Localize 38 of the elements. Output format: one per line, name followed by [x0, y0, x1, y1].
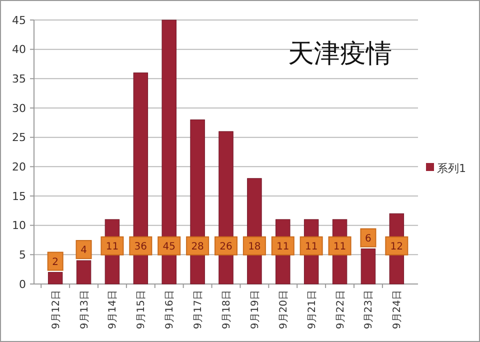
y-tick-label: 30	[12, 102, 26, 115]
y-tick-label: 35	[12, 72, 26, 86]
data-label: 26	[220, 241, 232, 252]
y-tick-label: 45	[12, 14, 26, 27]
text: 天津疫情	[288, 39, 392, 69]
x-tick-label: 9月17日	[193, 290, 204, 330]
y-tick-label: 5	[19, 248, 26, 262]
x-tick-label: 9月24日	[392, 290, 404, 330]
data-label: 6	[365, 233, 372, 244]
data-label: 12	[390, 241, 404, 252]
y-tick-label: 25	[12, 131, 26, 144]
x-tick-label: 9月12日	[50, 290, 62, 330]
data-label: 28	[191, 241, 204, 252]
data-label: 18	[248, 241, 261, 252]
data-label: 2	[52, 256, 59, 268]
data-label: 4	[80, 245, 87, 256]
data-label: 36	[134, 241, 148, 252]
legend-label: 系列1	[437, 162, 466, 175]
y-tick-label: 20	[12, 160, 26, 174]
y-tick-label: 40	[12, 43, 26, 56]
data-label: 11	[304, 241, 318, 252]
y-tick-label: 15	[12, 190, 26, 203]
x-tick-label: 9月23日	[364, 290, 375, 330]
x-tick-label: 9月21日	[306, 290, 318, 330]
x-tick-label: 9月22日	[335, 290, 346, 330]
x-tick-label: 9月14日	[108, 290, 119, 330]
data-label: 11	[276, 241, 290, 252]
x-tick-label: 9月13日	[79, 290, 90, 330]
data-label: 11	[333, 241, 346, 252]
x-tick-label: 9月18日	[222, 290, 232, 330]
y-tick-label: 0	[19, 278, 26, 291]
data-label: 11	[106, 241, 119, 252]
x-tick-label: 9月19日	[250, 290, 261, 330]
x-tick-label: 9月15日	[136, 290, 148, 330]
y-tick-label: 10	[12, 219, 26, 232]
data-label: 45	[162, 241, 176, 252]
x-tick-label: 9月20日	[278, 290, 290, 330]
x-tick-label: 9月16日	[164, 290, 176, 330]
